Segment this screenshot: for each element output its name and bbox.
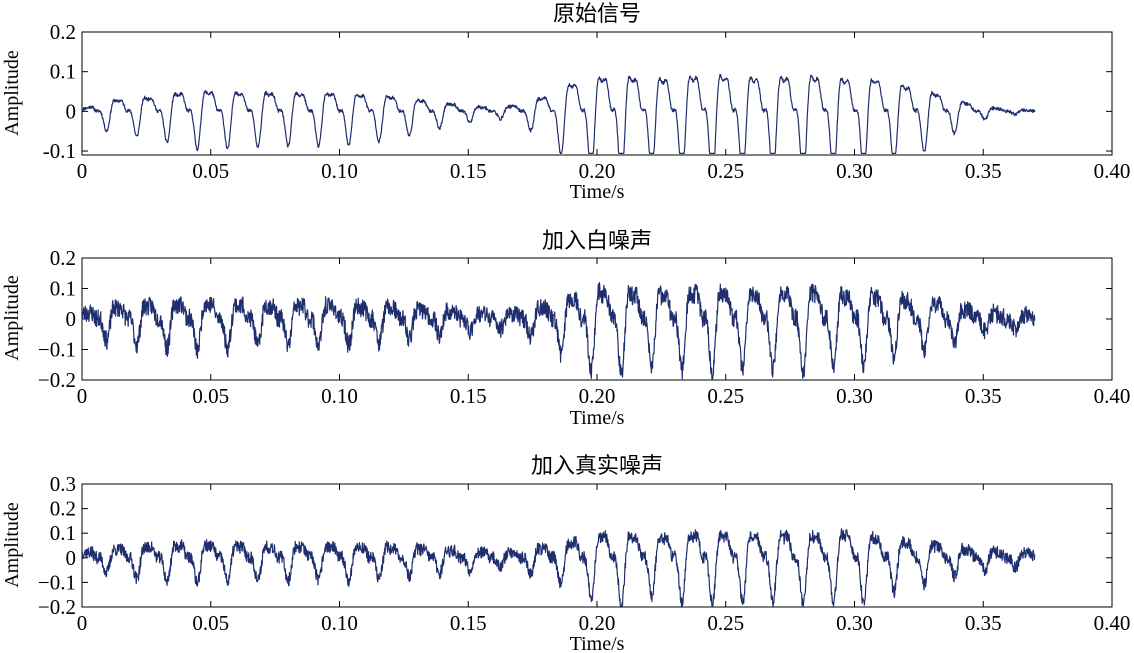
x-tick-label: 0: [77, 611, 88, 635]
x-tick-label: 0.35: [965, 159, 1002, 183]
x-tick-label: 0.10: [321, 159, 358, 183]
x-tick-label: 0.15: [450, 611, 487, 635]
y-tick-label: 0.1: [50, 277, 76, 301]
x-tick-label: 0.30: [836, 611, 873, 635]
x-tick-label: 0.25: [707, 159, 744, 183]
y-axis-label: Amplitude: [1, 502, 23, 588]
y-tick-label: 0.2: [50, 497, 76, 521]
signal-series-line: [81, 73, 1036, 155]
x-tick-label: 0.10: [321, 611, 358, 635]
y-tick-label: −0.1: [38, 338, 76, 362]
x-tick-label: 0.05: [192, 611, 229, 635]
chart-panel-original-signal: 原始信号 Amplitude Time/s 0 0.05 0.10 0.15 0.20 0…: [1, 2, 1130, 203]
x-axis-label: Time/s: [570, 407, 625, 429]
y-tick-label: 0.1: [50, 521, 76, 545]
x-tick-label: 0.40: [1094, 384, 1131, 408]
y-axis-label: Amplitude: [1, 50, 23, 136]
signal-series-line: [81, 282, 1036, 380]
y-tick-label: 0.3: [50, 472, 76, 496]
y-tick-label: 0.2: [50, 246, 76, 270]
y-axis-label: Amplitude: [1, 275, 23, 361]
x-axis-label: Time/s: [570, 181, 625, 203]
y-tick-label: -0.1: [43, 139, 76, 163]
chart-title: 加入白噪声: [542, 229, 652, 254]
x-tick-label: 0: [77, 159, 88, 183]
x-tick-label: 0: [77, 384, 88, 408]
x-tick-label: 0.05: [192, 384, 229, 408]
y-tick-label: 0: [66, 307, 77, 331]
x-axis-label: Time/s: [570, 633, 625, 653]
x-tick-label: 0.20: [579, 384, 616, 408]
x-tick-label: 0.25: [707, 384, 744, 408]
x-tick-label: 0.40: [1094, 611, 1131, 635]
x-tick-label: 0.20: [579, 159, 616, 183]
x-tick-label: 0.35: [965, 611, 1002, 635]
x-tick-label: 0.25: [707, 611, 744, 635]
y-tick-label: −0.1: [38, 570, 76, 594]
chart-title: 加入真实噪声: [531, 454, 663, 479]
signal-series-line: [81, 528, 1036, 607]
x-tick-label: 0.30: [836, 159, 873, 183]
x-tick-label: 0.40: [1094, 159, 1131, 183]
y-tick-label: 0: [66, 99, 77, 123]
y-tick-label: 0.2: [50, 20, 76, 44]
y-tick-label: −0.2: [38, 368, 76, 392]
x-tick-label: 0.35: [965, 384, 1002, 408]
y-tick-label: 0.1: [50, 60, 76, 84]
chart-title: 原始信号: [553, 2, 641, 27]
chart-panel-white-noise: 加入白噪声 Amplitude Time/s 0 0.05 0.10 0.15 0.20…: [1, 229, 1130, 429]
plot-frame: [81, 257, 1113, 381]
x-tick-label: 0.20: [579, 611, 616, 635]
x-tick-label: 0.05: [192, 159, 229, 183]
y-tick-label: −0.2: [38, 595, 76, 619]
chart-panel-real-noise: 加入真实噪声 Amplitude Time/s 0 0.05 0.10 0.15 0.2…: [1, 454, 1130, 653]
x-tick-label: 0.30: [836, 384, 873, 408]
y-tick-label: 0: [66, 546, 77, 570]
x-tick-label: 0.10: [321, 384, 358, 408]
x-tick-label: 0.15: [450, 159, 487, 183]
x-tick-label: 0.15: [450, 384, 487, 408]
